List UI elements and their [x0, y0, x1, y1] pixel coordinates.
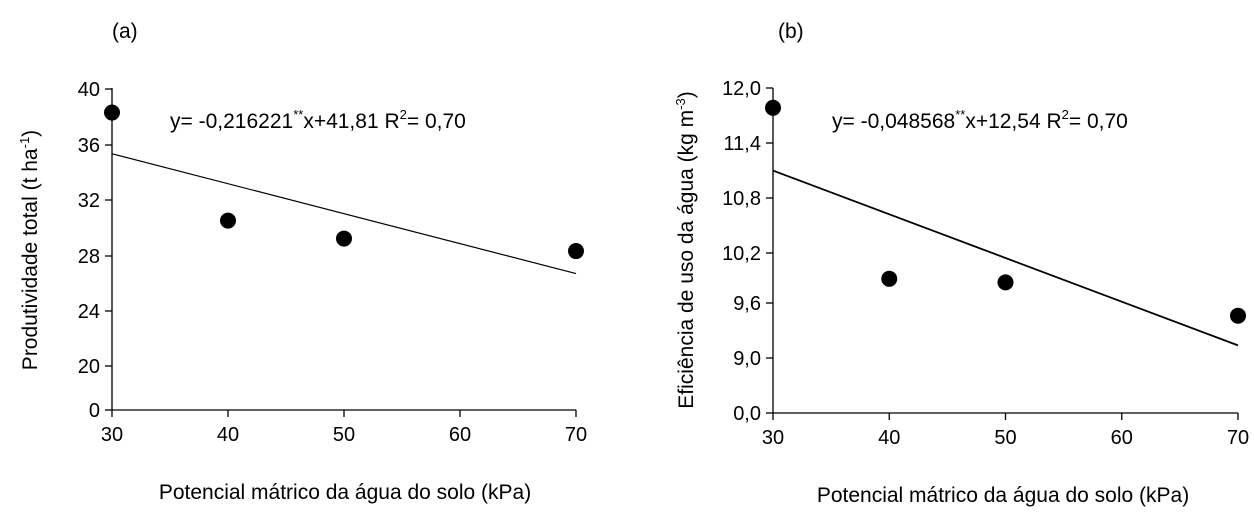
fit-line-b: [772, 169, 1239, 347]
data-point: [568, 243, 584, 260]
y-tick-label: 9,0: [733, 348, 761, 370]
y-tick-label: 40: [78, 79, 100, 101]
x-tick-label: 30: [762, 427, 784, 449]
data-point: [104, 104, 120, 121]
x-tick-label: 50: [994, 427, 1016, 449]
data-point: [881, 270, 898, 287]
y-tick-label: 36: [78, 135, 100, 157]
data-points-a: [104, 104, 584, 260]
y-tick-label: 0: [89, 400, 100, 422]
data-points-b: [765, 99, 1246, 324]
data-point: [1230, 307, 1246, 324]
x-ticks-b: 30 40 50 60 70: [762, 413, 1249, 449]
y-ticks-a: 0 20 24 28 32 36 40: [78, 79, 112, 422]
panel-label-a: (a): [112, 20, 138, 43]
x-tick-label: 70: [1227, 427, 1249, 449]
y-tick-label: 10,2: [722, 243, 761, 265]
y-tick-label: 12,0: [722, 78, 761, 100]
y-tick-label: 24: [78, 301, 100, 323]
x-axis-label-a: Potencial mátrico da água do solo (kPa): [159, 481, 531, 504]
equation-b: y= -0,048568**x+12,54 R2= 0,70: [832, 107, 1128, 133]
y-axis-label-a: Produtividade total (t ha-1): [17, 130, 42, 370]
y-tick-label: 11,4: [724, 133, 761, 155]
y-axis-label-b: Eficiência de uso da água (kg m-3): [673, 91, 698, 408]
x-ticks-a: 30 40 50 60 70: [101, 410, 587, 446]
x-tick-label: 30: [101, 424, 123, 446]
y-ticks-b: 0,0 9,0 9,6 10,2 10,8 11,4 12,0: [722, 78, 773, 425]
x-tick-label: 60: [1111, 427, 1133, 449]
y-tick-label: 9,6: [733, 293, 761, 315]
x-tick-label: 60: [449, 424, 471, 446]
data-point: [765, 99, 781, 116]
data-point: [220, 212, 236, 229]
regression-line: [772, 169, 1239, 347]
x-tick-label: 70: [565, 424, 587, 446]
y-tick-label: 20: [78, 356, 100, 378]
x-axis-label-b: Potencial mátrico da água do solo (kPa): [817, 484, 1189, 507]
y-tick-label: 0,0: [733, 403, 761, 425]
x-tick-label: 50: [333, 424, 355, 446]
chart-a: (a) Produtividade total (t ha-1) Potenci…: [17, 20, 587, 504]
panel-label-b: (b): [778, 20, 804, 43]
data-point: [997, 274, 1014, 291]
x-tick-label: 40: [878, 427, 900, 449]
fit-line-a: [111, 153, 577, 275]
equation-a: y= -0,216221**x+41,81 R2= 0,70: [170, 107, 466, 133]
data-point: [336, 230, 352, 247]
y-tick-label: 10,8: [722, 188, 761, 210]
x-tick-label: 40: [217, 424, 239, 446]
regression-line: [111, 153, 577, 275]
y-tick-label: 28: [78, 246, 100, 268]
y-tick-label: 32: [78, 190, 100, 212]
chart-b: (b) Eficiência de uso da água (kg m-3) P…: [673, 20, 1249, 507]
